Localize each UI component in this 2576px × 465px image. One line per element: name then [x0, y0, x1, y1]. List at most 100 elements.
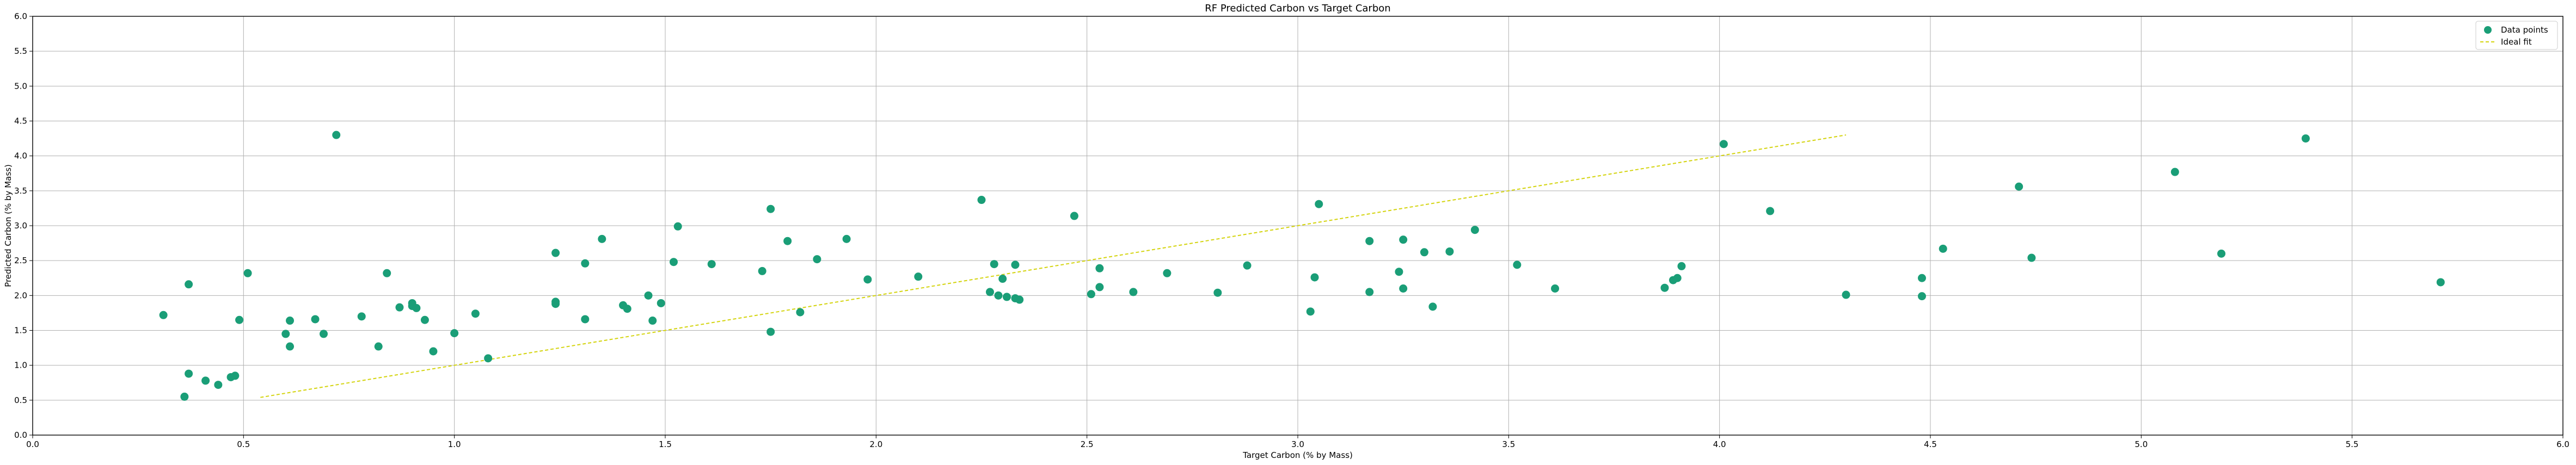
data-point [623, 305, 631, 313]
data-point [1087, 290, 1095, 299]
x-tick-label: 2.5 [1081, 439, 1094, 449]
data-points-layer [159, 131, 2445, 401]
data-point [286, 317, 295, 325]
x-tick-label: 0.0 [26, 439, 39, 449]
y-tick-label: 3.0 [14, 221, 27, 231]
y-tick-label: 0.5 [14, 395, 27, 405]
data-point [185, 280, 193, 289]
data-point [581, 259, 590, 268]
data-point [281, 330, 290, 338]
data-point [243, 269, 252, 277]
data-point [1842, 290, 1850, 299]
data-point [185, 369, 193, 378]
data-point [1095, 283, 1104, 292]
x-tick-label: 1.5 [659, 439, 672, 449]
data-point [2301, 134, 2310, 143]
data-point [707, 260, 716, 269]
data-point [1163, 269, 1172, 277]
y-tick-label: 0.0 [14, 430, 27, 440]
data-point [2436, 278, 2445, 287]
data-point [332, 131, 341, 139]
ideal-fit-line [260, 134, 1847, 398]
data-point [673, 222, 682, 231]
data-point [383, 269, 391, 277]
data-point [2170, 168, 2179, 176]
data-point [214, 381, 223, 389]
data-point [551, 300, 560, 308]
legend-box [2475, 21, 2558, 50]
data-point [357, 312, 366, 321]
data-point [813, 255, 821, 264]
x-tick-label: 4.0 [1713, 439, 1726, 449]
data-point [766, 327, 775, 336]
data-point [1306, 307, 1315, 316]
data-point [1213, 288, 1222, 297]
data-point [1939, 244, 1947, 253]
data-point [994, 291, 1003, 300]
data-point [644, 291, 653, 300]
y-tick-label: 1.0 [14, 361, 27, 370]
x-axis-title: Target Carbon (% by Mass) [1242, 450, 1353, 460]
data-point [1365, 288, 1374, 296]
data-point [985, 288, 994, 296]
legend-data-points-label: Data points [2501, 25, 2548, 35]
data-point [1918, 274, 1927, 282]
data-point [2217, 249, 2226, 258]
data-point [484, 354, 493, 363]
x-tick-label: 0.5 [237, 439, 250, 449]
x-tick-label: 2.0 [869, 439, 882, 449]
data-point [1766, 207, 1775, 215]
data-point [374, 342, 383, 351]
data-point [1095, 264, 1104, 272]
data-point [429, 347, 438, 356]
y-axis-title: Predicted Carbon (% by Mass) [3, 164, 13, 287]
data-point [1002, 293, 1011, 301]
y-tick-label: 5.0 [14, 81, 27, 91]
legend: Data points Ideal fit [2475, 21, 2558, 50]
data-point [1719, 140, 1728, 148]
data-point [669, 258, 678, 266]
x-tick-label: 4.5 [1924, 439, 1937, 449]
data-point [842, 234, 851, 243]
data-point [551, 249, 560, 257]
legend-ideal-fit-label: Ideal fit [2501, 37, 2532, 47]
data-point [412, 303, 421, 312]
data-point [1365, 237, 1374, 245]
data-point [420, 315, 429, 324]
data-point [758, 266, 766, 275]
ideal-fit-layer [260, 134, 1847, 398]
data-point [581, 315, 590, 324]
y-tick-label: 6.0 [14, 11, 27, 21]
data-point [766, 204, 775, 213]
x-tick-label: 3.0 [1291, 439, 1304, 449]
data-point [1070, 212, 1078, 220]
data-point [1470, 226, 1479, 234]
data-point [231, 371, 240, 380]
x-tick-label: 5.0 [2135, 439, 2148, 449]
x-tick-label: 6.0 [2556, 439, 2569, 449]
data-point [1918, 292, 1927, 301]
data-point [311, 315, 320, 324]
data-point [914, 272, 923, 281]
data-point [159, 311, 168, 319]
data-point [1011, 261, 1020, 269]
data-point [1310, 273, 1319, 282]
data-point [395, 303, 404, 312]
data-point [1660, 283, 1669, 292]
data-point [471, 309, 480, 318]
data-point [1129, 288, 1138, 296]
data-point [657, 299, 665, 307]
data-point [1677, 262, 1686, 270]
data-point [990, 260, 998, 269]
legend-data-points-swatch [2484, 26, 2492, 34]
data-point [1395, 268, 1403, 276]
data-point [1243, 261, 1252, 270]
data-point [1399, 235, 1408, 244]
data-point [796, 308, 805, 317]
data-point [1428, 302, 1437, 311]
data-point [2015, 182, 2023, 191]
data-point [320, 330, 328, 338]
axis-ticks: 0.0 0.5 1.0 1.5 2.0 2.5 3.0 3.5 4.0 4.5 5.0 5.5 6.0 0… [14, 11, 2569, 449]
